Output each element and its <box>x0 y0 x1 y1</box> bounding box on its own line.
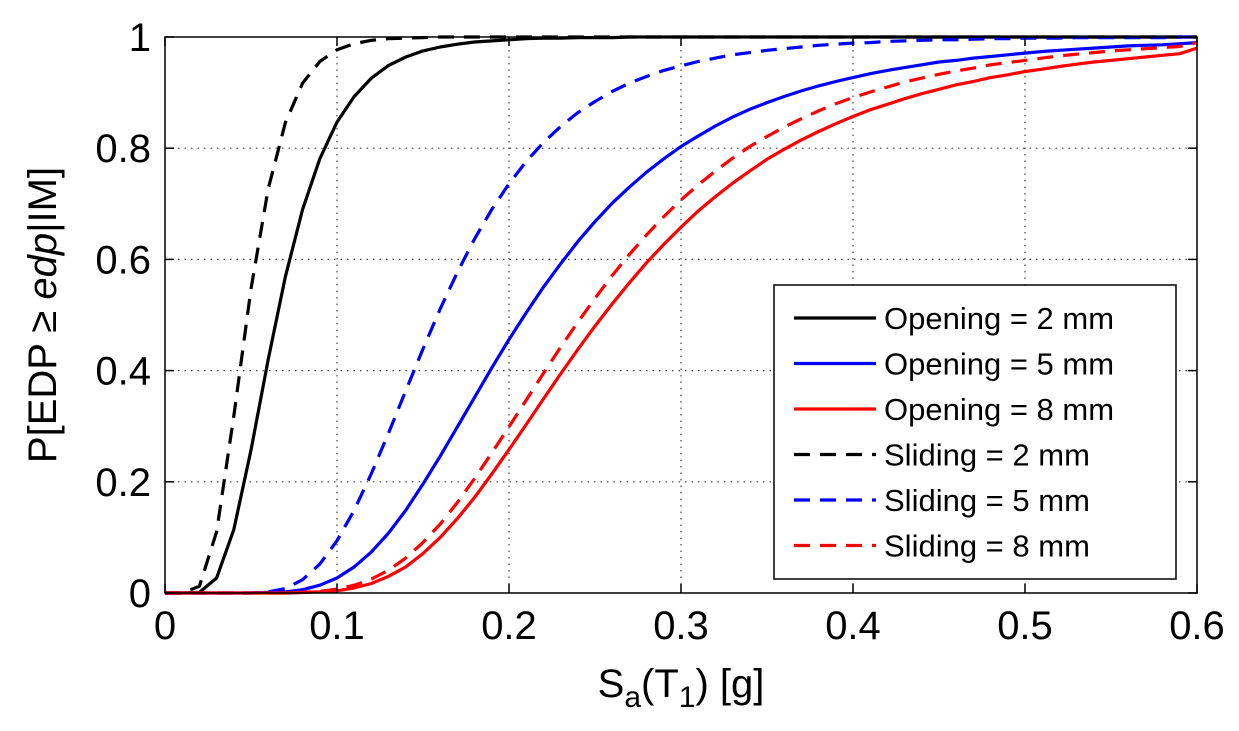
legend-entry-label: Sliding = 5 mm <box>884 483 1090 518</box>
y-axis-label-post: |IM] <box>21 167 65 233</box>
series-line-sliding-8-mm <box>165 41 1198 595</box>
y-tick-label: 0.8 <box>95 127 151 171</box>
x-axis-label-subscript-a: a <box>624 681 641 714</box>
x-tick-label: 0.2 <box>481 604 537 648</box>
legend-entry-label: Sliding = 8 mm <box>884 529 1090 564</box>
legend-entry-label: Opening = 2 mm <box>884 301 1114 336</box>
axis-ticks: 0 0.1 0.2 0.3 0.4 0.5 0.6 0 0.2 0.4 0.6 0.8 1 <box>95 16 1224 648</box>
legend-entry-label: Opening = 8 mm <box>884 392 1114 427</box>
x-axis-label-base: S <box>598 662 625 706</box>
series-line-opening-5-mm <box>165 41 1198 595</box>
y-tick-label: 1 <box>129 16 151 60</box>
x-axis-label-close: ) [g] <box>695 662 764 706</box>
x-axis-label-open: (T <box>641 662 679 706</box>
y-axis-label-italic: edp <box>21 233 65 300</box>
y-tick-label: 0.4 <box>95 350 151 394</box>
x-axis-label-subscript-1: 1 <box>679 681 696 714</box>
y-axis-label-pre: P[EDP ≥ <box>21 300 65 464</box>
legend-entry-label: Sliding = 2 mm <box>884 438 1090 473</box>
x-tick-label: 0.3 <box>653 604 709 648</box>
legend: Opening = 2 mm Opening = 5 mm Opening = 8 … <box>773 284 1177 580</box>
x-tick-label: 0.5 <box>997 604 1053 648</box>
x-tick-label: 0.4 <box>825 604 881 648</box>
x-tick-label: 0.6 <box>1169 604 1225 648</box>
x-axis-label: Sa(T1) [g] <box>598 662 765 714</box>
y-tick-label: 0.6 <box>95 238 151 282</box>
legend-entry-label: Opening = 5 mm <box>884 347 1114 382</box>
y-tick-label: 0.2 <box>95 461 151 505</box>
legend-box <box>773 284 1177 580</box>
x-tick-label: 0 <box>154 604 176 648</box>
y-tick-label: 0 <box>129 572 151 616</box>
x-tick-label: 0.1 <box>309 604 365 648</box>
y-axis-label: P[EDP ≥ edp|IM] <box>21 167 65 463</box>
